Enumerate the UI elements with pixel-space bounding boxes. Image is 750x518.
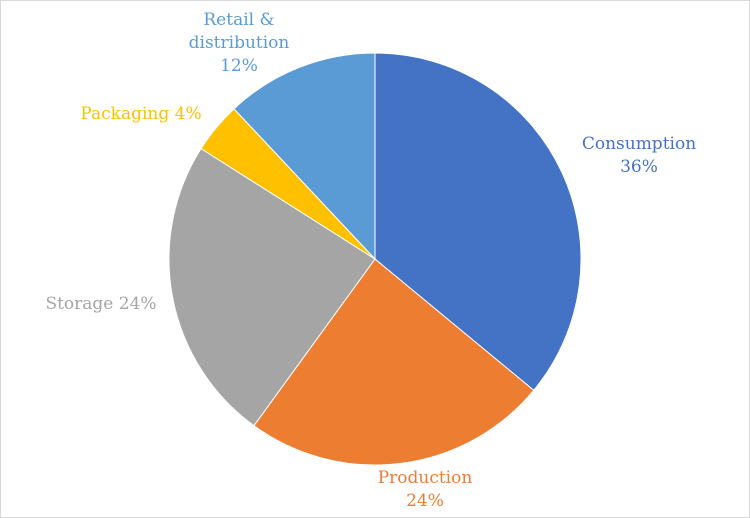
slice-label-packaging: Packaging 4%	[80, 104, 201, 124]
slice-label-retail-and-distribution: Retail & distribution 12%	[189, 10, 290, 76]
pie-slice-production	[253, 258, 535, 466]
pie-slice-retail-and-distribution	[233, 52, 376, 261]
pie-slices	[168, 52, 582, 466]
pie-slice-storage	[168, 147, 376, 427]
slice-label-consumption: Consumption 36%	[582, 134, 696, 177]
pie-slice-consumption	[374, 52, 582, 392]
slice-label-production: Production 24%	[378, 468, 473, 511]
slice-label-storage: Storage 24%	[45, 294, 156, 314]
pie-labels: Consumption 36% Production 24% Storage 24% Pa…	[45, 10, 696, 511]
